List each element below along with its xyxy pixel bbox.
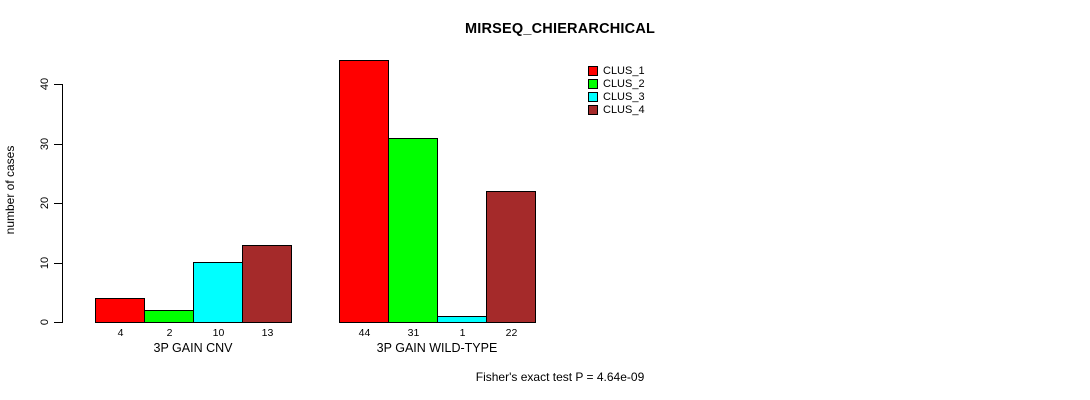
bar-clus_2 [388, 138, 438, 323]
y-tick-label: 10 [39, 256, 51, 269]
y-tick-mark [54, 322, 62, 323]
y-tick-mark [54, 262, 62, 264]
group-label: 3P GAIN WILD-TYPE [376, 341, 498, 355]
bar-value-label: 13 [261, 327, 274, 339]
legend-label: CLUS_4 [603, 103, 645, 116]
group-label: 3P GAIN CNV [153, 341, 233, 355]
bar-clus_3 [193, 262, 243, 323]
legend-item-clus_3: CLUS_3 [588, 90, 645, 103]
y-tick-label: 20 [39, 196, 51, 210]
bar-clus_4 [486, 191, 536, 323]
annotation-text: Fisher's exact test P = 4.64e-09 [475, 370, 645, 384]
y-tick-label: 0 [39, 318, 51, 326]
legend-swatch-icon [588, 78, 598, 89]
bar-value-label: 31 [407, 327, 420, 339]
legend-item-clus_2: CLUS_2 [588, 77, 645, 90]
chart-title: MIRSEQ_CHIERARCHICAL [464, 21, 656, 37]
legend-swatch-icon [588, 65, 598, 76]
bar-value-label: 10 [212, 327, 225, 339]
legend-swatch-icon [588, 104, 598, 115]
bar-value-label: 2 [166, 327, 173, 339]
bar-value-label: 4 [117, 327, 124, 339]
legend-label: CLUS_3 [603, 90, 645, 103]
bar-clus_1 [95, 298, 145, 323]
legend-label: CLUS_2 [603, 77, 645, 90]
legend-item-clus_1: CLUS_1 [588, 64, 645, 77]
y-tick-mark [54, 203, 62, 204]
legend-swatch-icon [588, 91, 598, 102]
y-tick-label: 40 [39, 77, 51, 91]
bar-clus_1 [339, 60, 389, 323]
legend-label: CLUS_1 [603, 64, 645, 77]
bar-clus_4 [242, 245, 292, 323]
legend: CLUS_1 CLUS_2 CLUS_3 CLUS_4 [588, 64, 645, 116]
bar-value-label: 44 [358, 327, 371, 339]
y-axis-line [62, 84, 63, 323]
bar-value-label: 22 [505, 327, 518, 339]
y-tick-label: 30 [39, 137, 51, 150]
bar-clus_3 [437, 316, 487, 323]
y-tick-mark [54, 84, 62, 85]
bar-value-label: 1 [459, 327, 466, 339]
bar-clus_2 [144, 310, 194, 323]
y-tick-mark [54, 143, 62, 145]
legend-item-clus_4: CLUS_4 [588, 103, 645, 116]
y-axis-label: number of cases [3, 145, 17, 235]
